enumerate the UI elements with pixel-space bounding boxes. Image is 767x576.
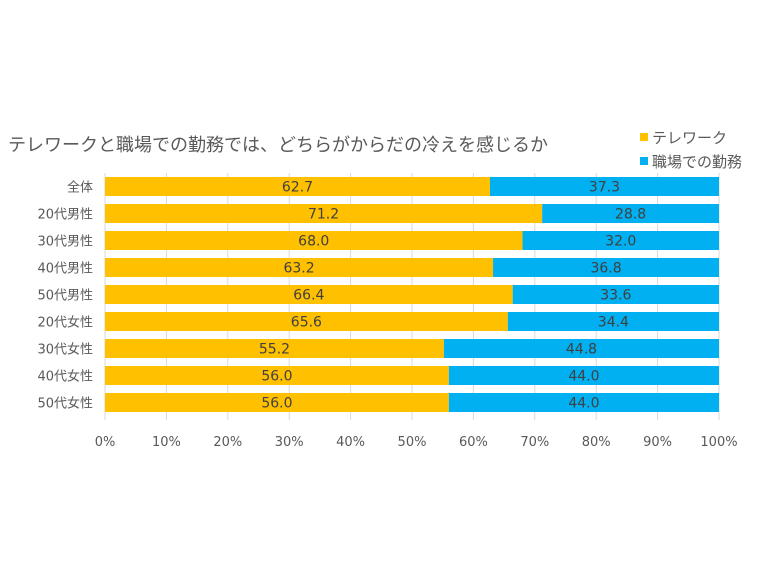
category-label: 20代男性: [37, 208, 93, 223]
data-label: 56.0: [261, 396, 292, 412]
data-label: 44.8: [566, 342, 597, 358]
data-label: 66.4: [293, 288, 324, 304]
legend-item-telework: テレワーク: [640, 125, 742, 149]
data-labels: 62.7 37.3 71.2 28.8 68.0 32.0 63.2 36.8 66.4 33.6…: [259, 180, 646, 412]
bar-office: [448, 366, 719, 385]
data-label: 65.6: [291, 315, 322, 331]
category-label: 20代女性: [37, 315, 93, 331]
bar-telework: [105, 177, 490, 196]
x-tick-label: 80%: [582, 435, 611, 450]
x-tick-label: 70%: [520, 435, 549, 450]
category-labels: 全体 20代男性 30代男性 40代男性 50代男性 20代女性 30代女性 40代女性 50代…: [37, 180, 93, 412]
data-label: 33.6: [600, 288, 631, 304]
data-label: 63.2: [283, 261, 314, 277]
bar-office: [522, 231, 719, 250]
legend-label-office: 職場での勤務: [652, 152, 743, 171]
bar-telework: [105, 339, 444, 358]
category-label: 50代男性: [37, 289, 93, 304]
data-label: 28.8: [615, 207, 646, 223]
category-label: 30代女性: [37, 342, 93, 358]
bar-office: [493, 258, 719, 277]
bar-office: [507, 312, 719, 331]
x-tick-label: 0%: [95, 435, 116, 450]
chart-title: テレワークと職場での勤務では、どちらがからだの冷えを感じるか: [8, 135, 548, 156]
bar-telework: [105, 204, 543, 223]
legend-swatch-office: [640, 157, 648, 165]
data-label: 36.8: [590, 261, 621, 277]
legend-label-telework: テレワーク: [652, 128, 728, 147]
bar-office: [443, 339, 719, 358]
x-tick-label: 20%: [213, 435, 242, 450]
data-label: 56.0: [261, 369, 292, 385]
bar-telework: [105, 285, 513, 304]
bar-telework: [105, 312, 508, 331]
x-tick-label: 90%: [643, 435, 672, 450]
legend-swatch-telework: [640, 133, 648, 141]
bar-telework: [105, 231, 523, 250]
data-label: 62.7: [282, 180, 313, 196]
bar-telework: [105, 258, 494, 277]
data-label: 71.2: [308, 207, 339, 223]
x-tick-label: 100%: [700, 435, 737, 450]
data-label: 32.0: [605, 234, 636, 250]
x-tick-label: 50%: [398, 435, 427, 450]
bar-office: [542, 204, 719, 223]
data-label: 68.0: [298, 234, 329, 250]
data-label: 44.0: [568, 369, 599, 385]
bar-telework: [105, 366, 449, 385]
x-tick-label: 60%: [459, 435, 488, 450]
x-axis-ticks: 0% 10% 20% 30% 40% 50% 60% 70% 80% 90% 100%: [95, 435, 738, 450]
data-label: 37.3: [589, 180, 620, 196]
legend-item-office: 職場での勤務: [640, 149, 742, 173]
category-label: 50代女性: [37, 396, 93, 412]
data-label: 44.0: [568, 396, 599, 412]
bars: [105, 177, 719, 412]
bar-telework: [105, 393, 449, 412]
category-label: 30代男性: [37, 235, 93, 250]
category-label: 40代男性: [37, 262, 93, 277]
legend: テレワーク 職場での勤務: [640, 125, 742, 173]
x-tick-label: 30%: [275, 435, 304, 450]
bar-office: [489, 177, 719, 196]
bar-office: [512, 285, 719, 304]
x-tick-label: 10%: [152, 435, 181, 450]
data-label: 55.2: [259, 342, 290, 358]
category-label: 全体: [67, 180, 93, 196]
x-tick-label: 40%: [336, 435, 365, 450]
category-label: 40代女性: [37, 369, 93, 385]
data-label: 34.4: [598, 315, 629, 331]
bar-office: [448, 393, 719, 412]
